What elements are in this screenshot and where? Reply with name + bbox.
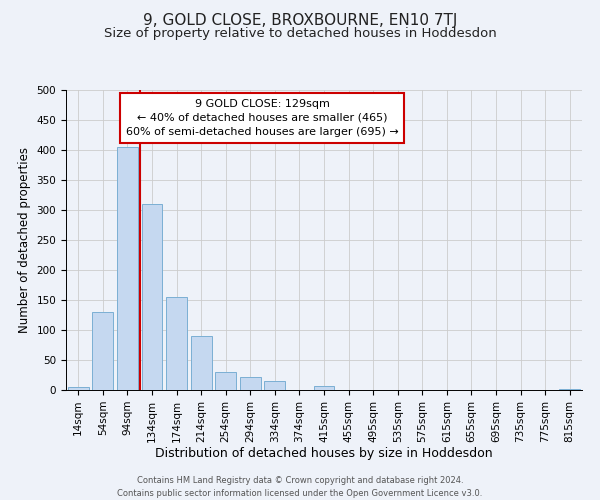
- Bar: [240, 377, 261, 390]
- Y-axis label: Number of detached properties: Number of detached properties: [18, 147, 31, 333]
- Bar: [117, 147, 138, 390]
- Bar: [191, 336, 212, 390]
- Bar: [142, 204, 163, 390]
- Bar: [166, 297, 187, 390]
- Text: 9, GOLD CLOSE, BROXBOURNE, EN10 7TJ: 9, GOLD CLOSE, BROXBOURNE, EN10 7TJ: [143, 12, 457, 28]
- Text: Contains HM Land Registry data © Crown copyright and database right 2024.
Contai: Contains HM Land Registry data © Crown c…: [118, 476, 482, 498]
- Text: 9 GOLD CLOSE: 129sqm
← 40% of detached houses are smaller (465)
60% of semi-deta: 9 GOLD CLOSE: 129sqm ← 40% of detached h…: [126, 99, 398, 137]
- Bar: [265, 381, 286, 390]
- Bar: [314, 386, 334, 390]
- Text: Size of property relative to detached houses in Hoddesdon: Size of property relative to detached ho…: [104, 28, 496, 40]
- Bar: [559, 389, 580, 390]
- Bar: [92, 312, 113, 390]
- Bar: [68, 387, 89, 390]
- Bar: [215, 372, 236, 390]
- X-axis label: Distribution of detached houses by size in Hoddesdon: Distribution of detached houses by size …: [155, 448, 493, 460]
